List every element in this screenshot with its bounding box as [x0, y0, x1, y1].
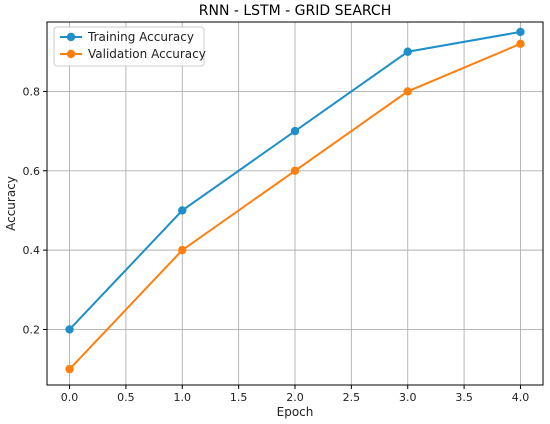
x-tick-label: 0.0 — [61, 391, 79, 404]
x-tick-label: 0.5 — [117, 391, 135, 404]
legend-swatch-marker — [66, 49, 76, 59]
y-tick-label: 0.2 — [23, 323, 41, 336]
data-point — [65, 364, 74, 374]
series-validation — [65, 39, 525, 374]
data-point — [516, 27, 525, 37]
chart-title: RNN - LSTM - GRID SEARCH — [199, 3, 391, 19]
series-training — [65, 27, 525, 334]
data-point — [178, 206, 187, 215]
y-tick-label: 0.6 — [23, 165, 41, 178]
x-axis-label: Epoch — [277, 405, 314, 419]
series-layer — [65, 27, 525, 374]
axis-ticks: 0.0 0.5 1.0 1.5 2.0 2.5 3.0 3.5 4.0 0.2 0.4 0.6 0.8 — [23, 85, 530, 404]
x-tick-label: 2.5 — [343, 391, 361, 404]
legend-label: Training Accuracy — [87, 30, 194, 44]
legend-swatch-marker — [66, 32, 76, 42]
data-point — [516, 39, 525, 49]
legend-item: Training Accuracy — [60, 30, 194, 44]
data-point — [290, 166, 300, 175]
y-tick-label: 0.4 — [23, 244, 41, 257]
legend-label: Validation Accuracy — [88, 47, 206, 61]
data-point — [403, 87, 412, 96]
x-tick-label: 2.0 — [286, 391, 304, 404]
data-point — [290, 126, 300, 136]
y-axis-label: Accuracy — [4, 176, 18, 231]
x-tick-label: 4.0 — [512, 391, 530, 404]
x-tick-label: 1.5 — [230, 391, 248, 404]
grid — [47, 22, 543, 385]
y-tick-label: 0.8 — [23, 85, 41, 98]
x-tick-label: 1.0 — [174, 391, 192, 404]
data-point — [403, 47, 412, 56]
data-point — [178, 245, 187, 255]
x-tick-label: 3.5 — [455, 391, 473, 404]
legend-box — [53, 26, 205, 67]
legend-item: Validation Accuracy — [60, 47, 206, 61]
x-tick-label: 3.0 — [399, 391, 417, 404]
data-point — [65, 325, 74, 334]
legend: Training Accuracy Validation Accuracy — [53, 26, 206, 67]
